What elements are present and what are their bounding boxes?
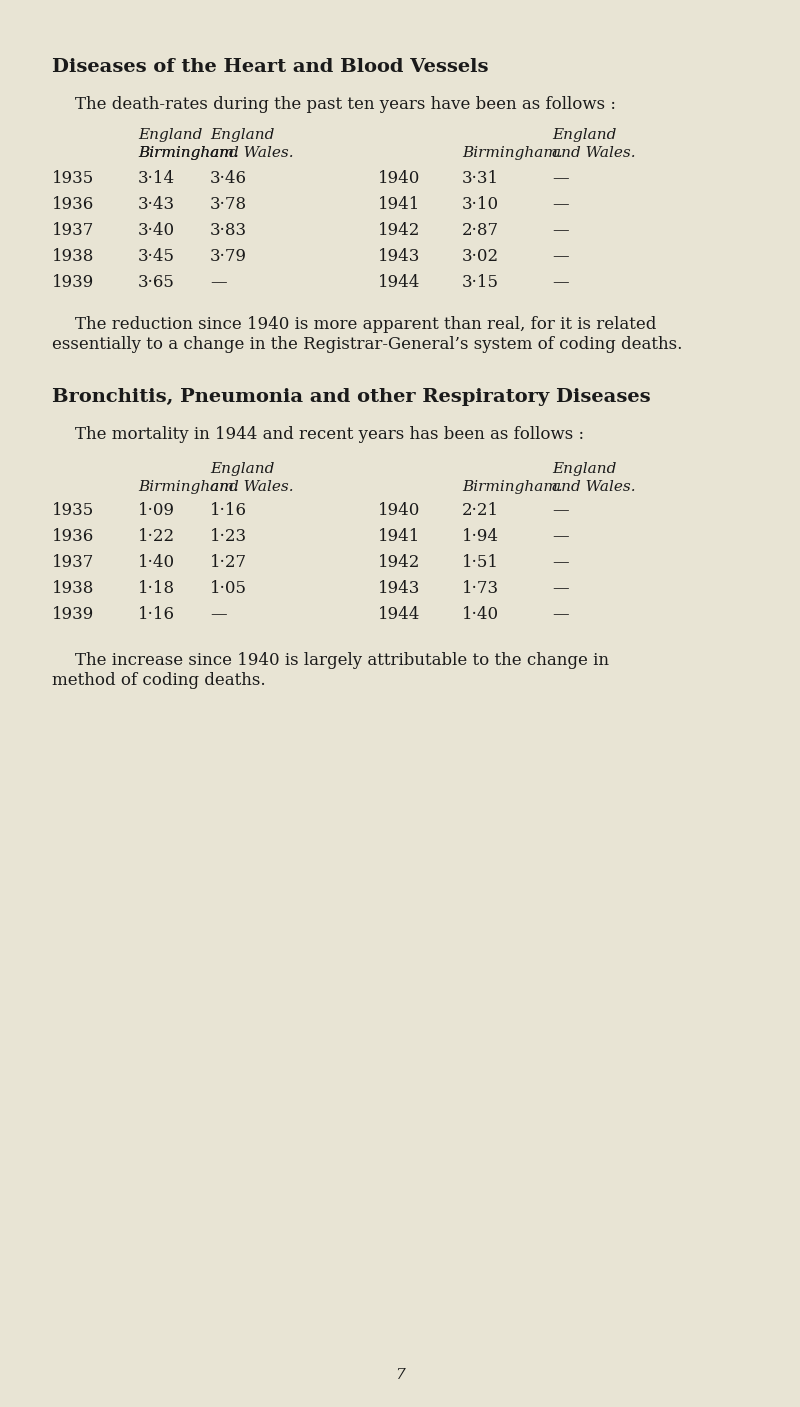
Text: 1938: 1938 (52, 580, 94, 597)
Text: 1·22: 1·22 (138, 528, 175, 545)
Text: 1943: 1943 (378, 248, 420, 265)
Text: and Wales.: and Wales. (210, 146, 294, 160)
Text: England: England (210, 461, 274, 476)
Text: 1·16: 1·16 (138, 606, 175, 623)
Text: England: England (210, 128, 274, 142)
Text: 1942: 1942 (378, 222, 420, 239)
Text: 1·09: 1·09 (138, 502, 175, 519)
Text: 1937: 1937 (52, 222, 94, 239)
Text: —: — (210, 274, 226, 291)
Text: 1·27: 1·27 (210, 554, 247, 571)
Text: and Wales.: and Wales. (210, 480, 294, 494)
Text: essentially to a change in the Registrar-General’s system of coding deaths.: essentially to a change in the Registrar… (52, 336, 682, 353)
Text: 1·05: 1·05 (210, 580, 247, 597)
Text: 3·45: 3·45 (138, 248, 175, 265)
Text: Birmingham.: Birmingham. (138, 146, 238, 160)
Text: and Wales.: and Wales. (552, 146, 636, 160)
Text: —: — (552, 170, 569, 187)
Text: The death-rates during the past ten years have been as follows :: The death-rates during the past ten year… (75, 96, 616, 113)
Text: 1939: 1939 (52, 606, 94, 623)
Text: 3·15: 3·15 (462, 274, 499, 291)
Text: 1935: 1935 (52, 170, 94, 187)
Text: 1·18: 1·18 (138, 580, 175, 597)
Text: Birmingham.: Birmingham. (138, 480, 238, 494)
Text: 1944: 1944 (378, 274, 420, 291)
Text: —: — (552, 274, 569, 291)
Text: England: England (552, 461, 616, 476)
Text: —: — (552, 196, 569, 212)
Text: 1939: 1939 (52, 274, 94, 291)
Text: —: — (552, 606, 569, 623)
Text: 3·78: 3·78 (210, 196, 247, 212)
Text: 1·40: 1·40 (138, 554, 175, 571)
Text: 1941: 1941 (378, 196, 420, 212)
Text: 2·87: 2·87 (462, 222, 499, 239)
Text: 3·65: 3·65 (138, 274, 175, 291)
Text: 3·10: 3·10 (462, 196, 499, 212)
Text: Birmingham.: Birmingham. (138, 146, 238, 160)
Text: —: — (552, 528, 569, 545)
Text: 1943: 1943 (378, 580, 420, 597)
Text: 1937: 1937 (52, 554, 94, 571)
Text: 1936: 1936 (52, 528, 94, 545)
Text: and Wales.: and Wales. (552, 480, 636, 494)
Text: —: — (552, 580, 569, 597)
Text: 1942: 1942 (378, 554, 420, 571)
Text: 1·16: 1·16 (210, 502, 247, 519)
Text: 1935: 1935 (52, 502, 94, 519)
Text: 1·51: 1·51 (462, 554, 499, 571)
Text: —: — (552, 248, 569, 265)
Text: 3·14: 3·14 (138, 170, 175, 187)
Text: method of coding deaths.: method of coding deaths. (52, 673, 266, 689)
Text: 1·73: 1·73 (462, 580, 499, 597)
Text: 3·43: 3·43 (138, 196, 175, 212)
Text: 1941: 1941 (378, 528, 420, 545)
Text: 3·02: 3·02 (462, 248, 499, 265)
Text: 1936: 1936 (52, 196, 94, 212)
Text: 1·23: 1·23 (210, 528, 247, 545)
Text: —: — (210, 606, 226, 623)
Text: 1938: 1938 (52, 248, 94, 265)
Text: 7: 7 (395, 1368, 405, 1382)
Text: England: England (552, 128, 616, 142)
Text: The reduction since 1940 is more apparent than real, for it is related: The reduction since 1940 is more apparen… (75, 317, 656, 333)
Text: 3·46: 3·46 (210, 170, 247, 187)
Text: 3·31: 3·31 (462, 170, 499, 187)
Text: 3·40: 3·40 (138, 222, 175, 239)
Text: 1940: 1940 (378, 170, 420, 187)
Text: 3·83: 3·83 (210, 222, 247, 239)
Text: 1·40: 1·40 (462, 606, 499, 623)
Text: Birmingham.: Birmingham. (462, 146, 562, 160)
Text: The increase since 1940 is largely attributable to the change in: The increase since 1940 is largely attri… (75, 651, 609, 668)
Text: Diseases of the Heart and Blood Vessels: Diseases of the Heart and Blood Vessels (52, 58, 489, 76)
Text: 2·21: 2·21 (462, 502, 499, 519)
Text: England: England (138, 128, 202, 142)
Text: —: — (552, 222, 569, 239)
Text: 1944: 1944 (378, 606, 420, 623)
Text: Bronchitis, Pneumonia and other Respiratory Diseases: Bronchitis, Pneumonia and other Respirat… (52, 388, 650, 407)
Text: —: — (552, 502, 569, 519)
Text: 1940: 1940 (378, 502, 420, 519)
Text: —: — (552, 554, 569, 571)
Text: 3·79: 3·79 (210, 248, 247, 265)
Text: The mortality in 1944 and recent years has been as follows :: The mortality in 1944 and recent years h… (75, 426, 584, 443)
Text: 1·94: 1·94 (462, 528, 499, 545)
Text: Birmingham.: Birmingham. (462, 480, 562, 494)
